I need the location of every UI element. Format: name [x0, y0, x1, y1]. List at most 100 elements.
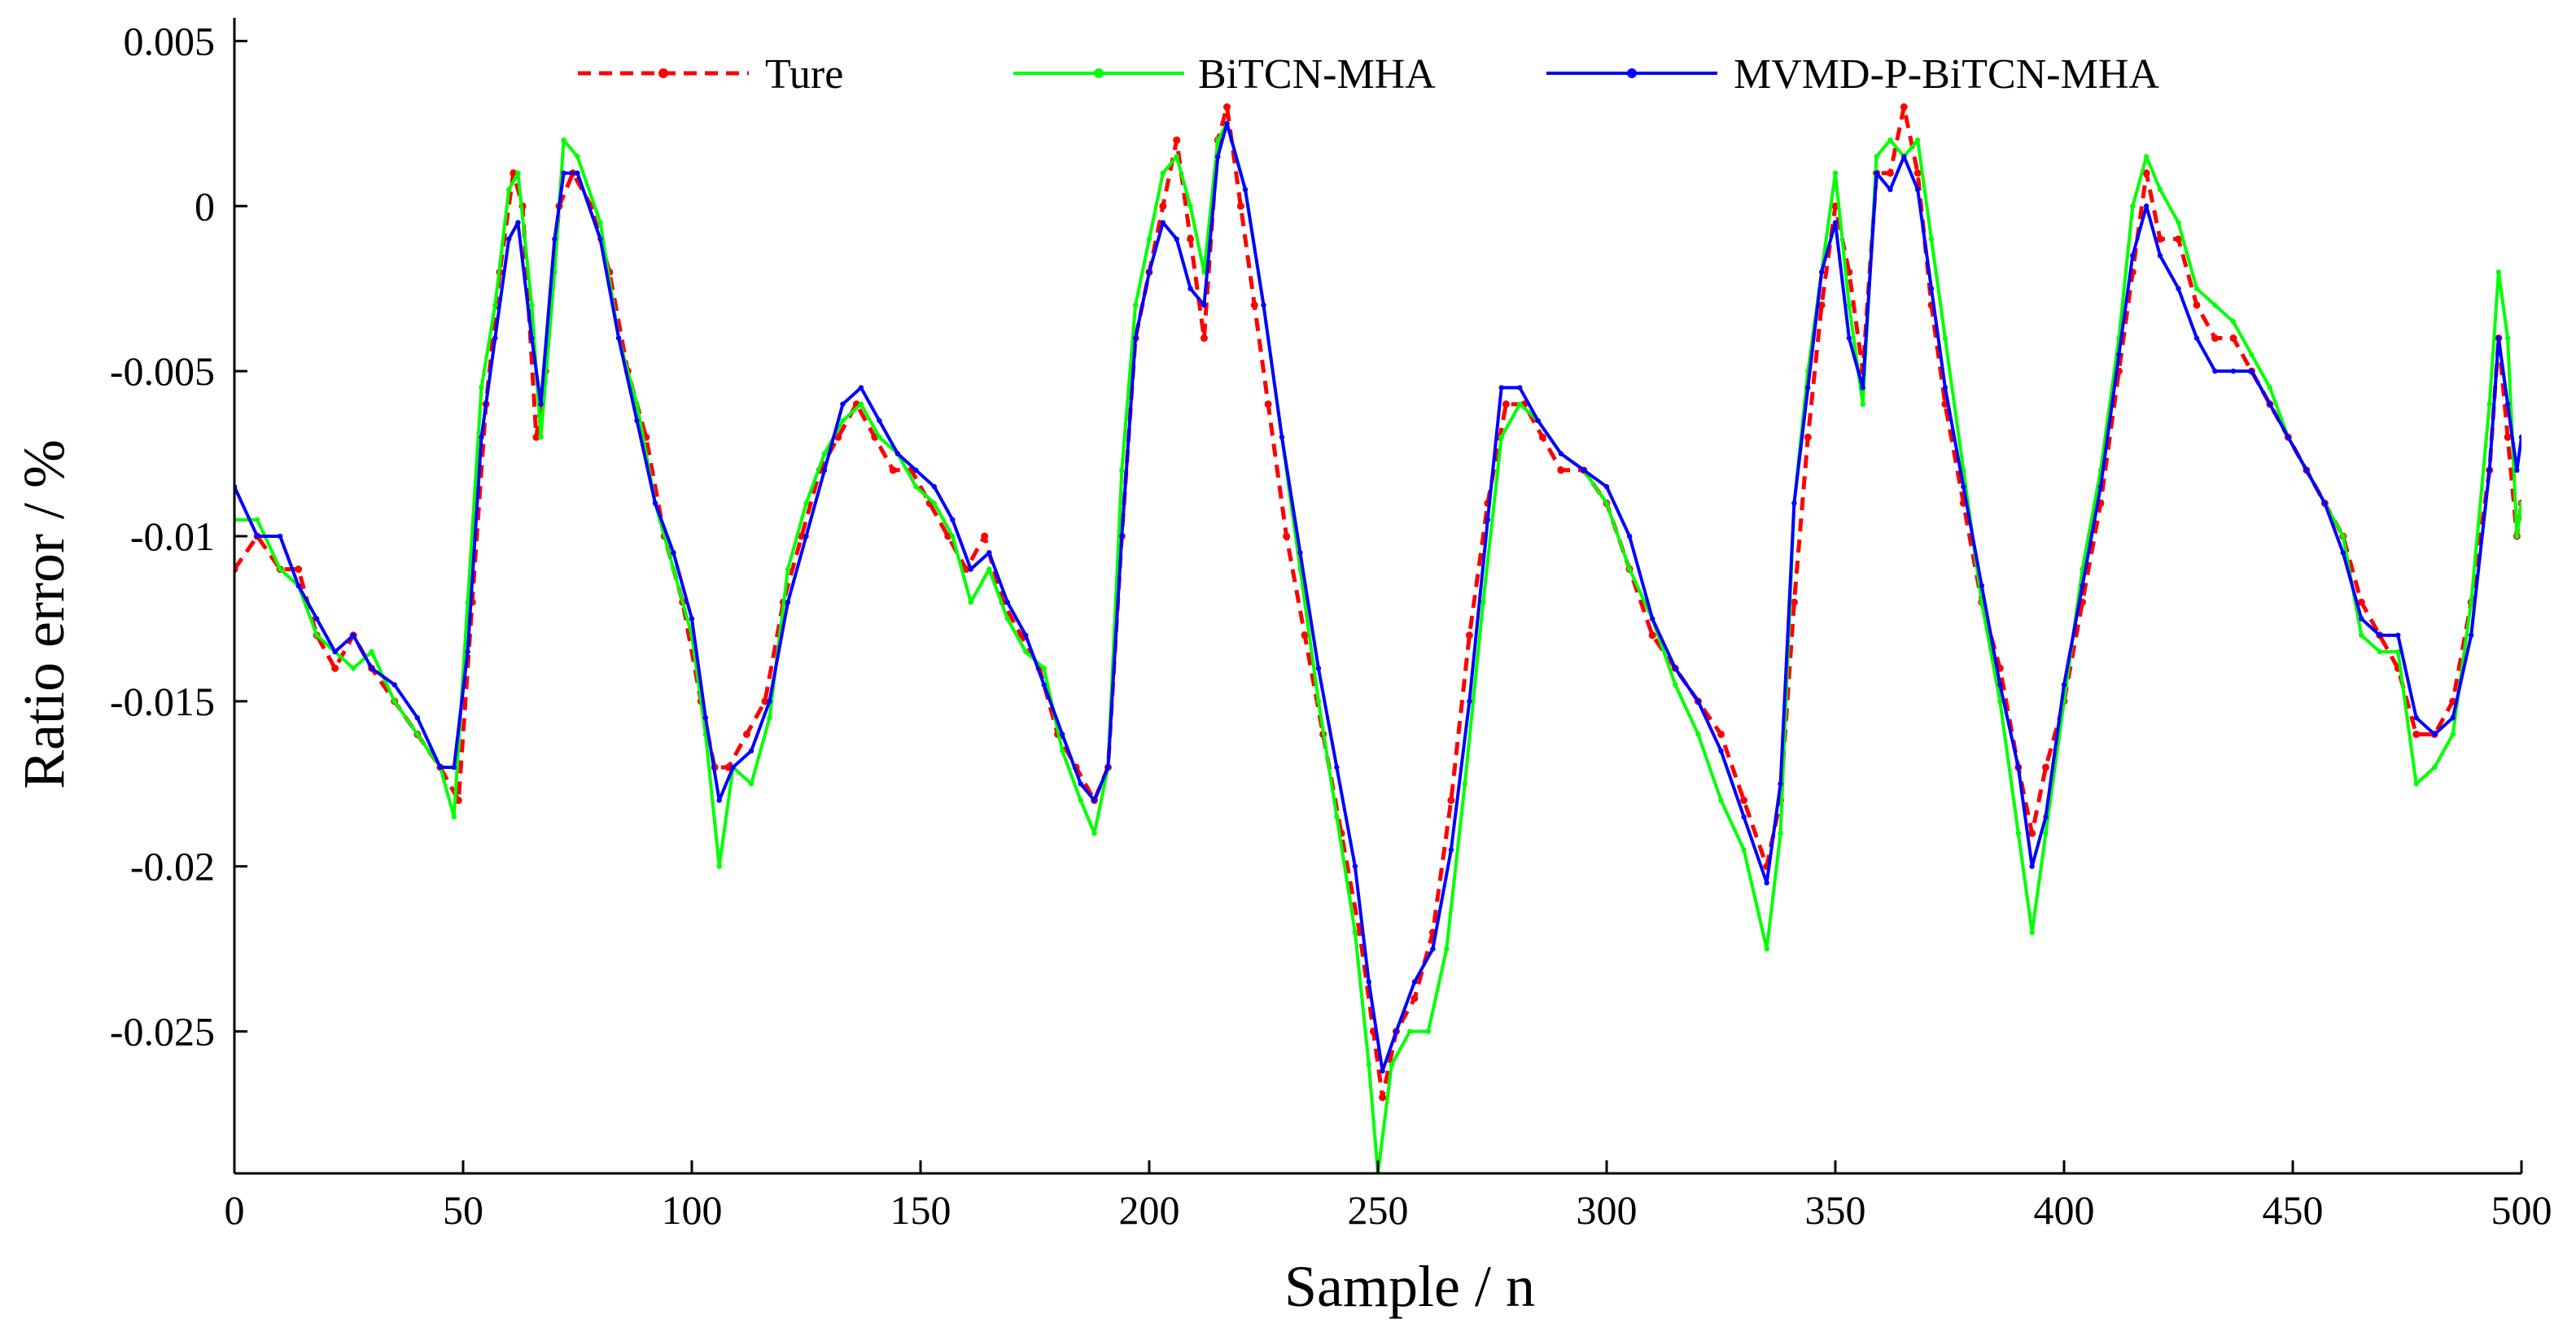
series-1-point-31 — [748, 781, 754, 787]
series-2-point-79 — [1558, 451, 1564, 456]
series-0-point-64 — [1301, 631, 1309, 640]
series-0-point-79 — [1557, 466, 1565, 474]
series-2-point-67 — [1352, 863, 1358, 869]
series-2-point-46 — [1023, 632, 1029, 638]
series-1-point-106 — [2029, 929, 2035, 936]
series-0-point-78 — [1538, 433, 1546, 441]
y-tick-label-6: -0.025 — [110, 1009, 215, 1055]
x-tick-label-4: 200 — [1119, 1187, 1180, 1233]
series-1-point-40 — [913, 483, 919, 490]
y-tick-label-5: -0.02 — [130, 844, 215, 889]
series-1-point-11 — [451, 814, 457, 820]
series-2-point-98 — [1901, 154, 1907, 159]
series-1-point-93 — [1832, 170, 1839, 176]
series-1-point-8 — [391, 698, 397, 705]
series-1-point-37 — [858, 401, 864, 407]
series-1-point-135 — [2514, 533, 2520, 539]
series-2-point-29 — [716, 797, 722, 803]
series-0-point-115 — [2175, 235, 2182, 243]
series-1-point-95 — [1860, 401, 1865, 407]
series-0-point-98 — [1900, 103, 1908, 111]
series-2-point-63 — [1279, 435, 1285, 440]
series-2-point-114 — [2157, 252, 2163, 259]
series-1-point-136 — [2518, 500, 2521, 506]
series-0-point-62 — [1264, 400, 1272, 408]
series-2-point-70 — [1393, 1029, 1399, 1034]
series-2-point-120 — [2267, 401, 2273, 407]
series-2-point-75 — [1485, 517, 1491, 522]
series-0-point-128 — [2412, 730, 2421, 738]
series-1-point-81 — [1603, 500, 1610, 506]
series-2-point-71 — [1411, 979, 1418, 985]
series-2-point-22 — [597, 236, 603, 242]
series-1-point-52 — [1119, 467, 1125, 474]
series-0-point-125 — [2357, 598, 2365, 606]
series-2-point-108 — [2061, 682, 2067, 688]
series-line-1 — [234, 121, 2521, 1173]
series-2-point-104 — [1997, 682, 2003, 688]
series-1-point-20 — [561, 137, 566, 143]
series-2-point-30 — [730, 764, 736, 771]
series-1-point-107 — [2043, 830, 2049, 836]
series-2-point-37 — [858, 385, 864, 391]
series-2-point-51 — [1105, 764, 1111, 771]
series-2-point-95 — [1860, 385, 1865, 391]
series-2-point-59 — [1215, 154, 1221, 159]
series-2-point-107 — [2043, 814, 2049, 820]
series-2-point-2 — [278, 533, 283, 539]
series-1-point-101 — [1942, 335, 1948, 341]
series-0-point-117 — [2211, 334, 2219, 343]
series-2-point-36 — [840, 401, 846, 407]
series-2-point-133 — [2495, 335, 2502, 341]
series-2-point-93 — [1832, 220, 1839, 225]
series-1-point-32 — [767, 714, 772, 721]
series-2-point-52 — [1119, 533, 1125, 539]
series-2-point-97 — [1887, 186, 1893, 193]
series-1-point-44 — [986, 566, 992, 572]
series-2-point-116 — [2193, 335, 2200, 341]
x-tick-label-3: 150 — [890, 1187, 951, 1233]
series-0-point-38 — [889, 466, 897, 474]
x-tick-label-9: 450 — [2263, 1187, 2324, 1233]
series-0-point-54 — [1159, 202, 1167, 210]
series-2-point-80 — [1581, 467, 1587, 474]
series-2-point-48 — [1060, 732, 1065, 737]
series-2-point-134 — [2504, 401, 2511, 407]
series-1-point-50 — [1091, 830, 1097, 836]
series-0-point-86 — [1717, 730, 1725, 738]
series-2-point-87 — [1741, 814, 1747, 820]
series-2-point-18 — [538, 401, 544, 407]
series-2-point-124 — [2340, 550, 2346, 556]
series-1-point-68 — [1366, 1061, 1371, 1068]
series-2-point-60 — [1224, 120, 1230, 127]
series-2-point-7 — [369, 666, 374, 671]
series-1-point-42 — [950, 533, 956, 539]
series-2-point-126 — [2377, 632, 2382, 638]
series-0-point-116 — [2193, 301, 2201, 309]
y-tick-label-4: -0.015 — [110, 679, 215, 724]
series-2-point-78 — [1535, 417, 1541, 424]
series-2-point-13 — [479, 435, 484, 440]
series-0-point-57 — [1200, 334, 1208, 343]
series-2-point-74 — [1467, 698, 1472, 705]
series-2-point-54 — [1146, 269, 1152, 275]
series-2-point-96 — [1874, 170, 1879, 176]
series-2-point-129 — [2432, 732, 2438, 737]
series-1-point-53 — [1132, 302, 1139, 308]
series-2-point-41 — [931, 483, 938, 490]
series-0-point-97 — [1886, 169, 1894, 177]
series-0-point-90 — [1790, 598, 1798, 606]
series-2-point-56 — [1174, 236, 1179, 242]
series-2-point-57 — [1187, 286, 1193, 291]
series-2-point-38 — [877, 417, 882, 424]
series-2-point-50 — [1091, 797, 1097, 803]
series-1-point-48 — [1060, 748, 1065, 753]
series-0-point-106 — [2028, 829, 2036, 837]
series-2-point-83 — [1650, 616, 1655, 622]
series-1-point-43 — [968, 599, 974, 605]
series-1-point-12 — [465, 599, 470, 605]
series-2-point-66 — [1334, 764, 1340, 771]
series-2-point-45 — [1004, 599, 1010, 605]
series-1-point-54 — [1146, 236, 1152, 242]
